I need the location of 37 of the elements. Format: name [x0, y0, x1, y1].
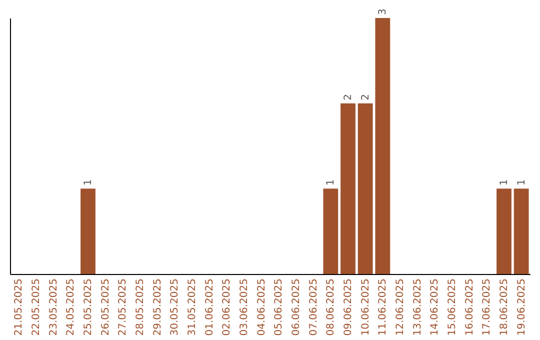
x-tick-label: 05.06.2025 [274, 278, 285, 336]
x-tick-label: 12.06.2025 [395, 278, 406, 336]
x-tick-label: 27.05.2025 [118, 278, 129, 336]
x-tick-label: 04.06.2025 [256, 278, 268, 336]
x-tick-label: 25.05.2025 [83, 278, 94, 336]
x-tick-label: 11.06.2025 [378, 278, 389, 336]
x-tick-label: 17.06.2025 [482, 278, 493, 336]
x-tick-label: 08.06.2025 [326, 278, 337, 336]
x-tick-label: 02.06.2025 [222, 278, 233, 336]
x-tick-label: 09.06.2025 [343, 278, 354, 336]
x-tick-label: 23.05.2025 [48, 278, 60, 336]
data-label: 1 [516, 179, 528, 186]
x-tick-label: 01.06.2025 [204, 278, 216, 336]
x-tick-label: 24.05.2025 [66, 278, 77, 336]
x-tick-label: 18.06.2025 [499, 278, 510, 336]
x-tick-label: 15.06.2025 [447, 278, 458, 336]
data-label: 2 [360, 94, 372, 100]
x-tick-label: 29.05.2025 [152, 278, 164, 336]
x-tick-label: 07.06.2025 [308, 278, 320, 336]
data-label: 1 [83, 179, 94, 186]
x-tick-label: 16.06.2025 [464, 278, 476, 336]
x-tick-label: 30.05.2025 [170, 278, 181, 336]
data-label: 2 [343, 94, 354, 100]
x-tick-label: 03.06.2025 [239, 278, 250, 336]
x-tick-label: 31.05.2025 [187, 278, 198, 336]
x-tick-label: 19.06.2025 [516, 278, 528, 336]
x-tick-label: 28.05.2025 [135, 278, 146, 336]
x-tick-label: 06.06.2025 [291, 278, 302, 336]
data-label: 1 [499, 179, 510, 186]
x-tick-label: 21.05.2025 [14, 278, 25, 336]
data-label: 3 [378, 8, 389, 15]
x-tick-label: 22.05.2025 [31, 278, 42, 336]
x-tick-label: 14.06.2025 [430, 278, 441, 336]
x-tick-label: 10.06.2025 [360, 278, 372, 336]
data-label: 1 [326, 179, 337, 186]
x-tick-label: 13.06.2025 [412, 278, 424, 336]
x-tick-label: 26.05.2025 [100, 278, 112, 336]
